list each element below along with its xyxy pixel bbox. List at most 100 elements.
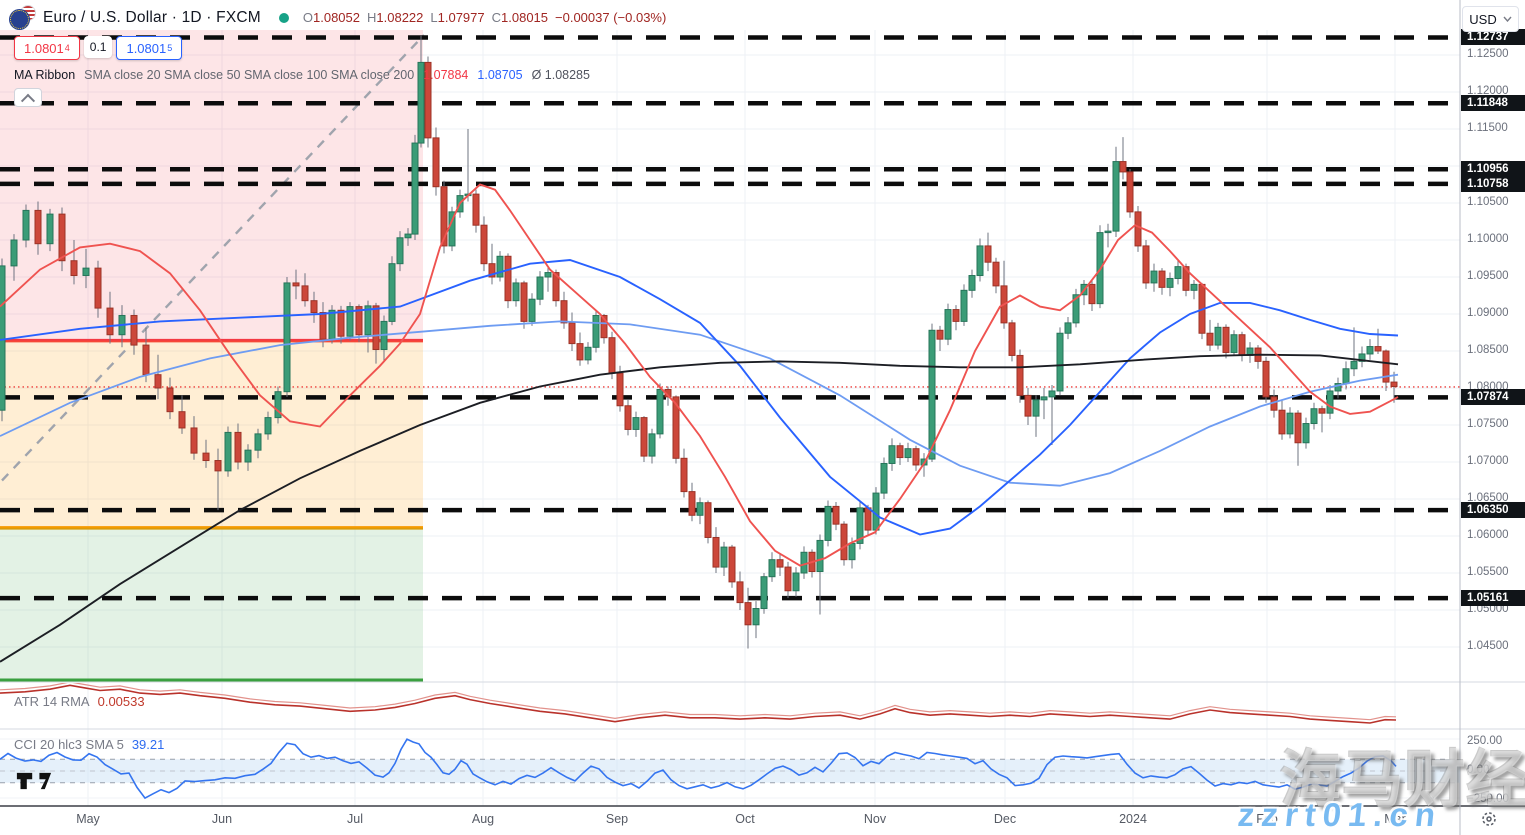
cci-tick-label: 250.00 xyxy=(1467,734,1503,747)
candle-body xyxy=(616,372,624,407)
candle-body xyxy=(584,346,592,361)
price-level-badge: 1.12737 xyxy=(1461,29,1525,46)
candle-body xyxy=(816,539,824,573)
candle-body xyxy=(480,224,488,265)
candle-body xyxy=(1206,332,1214,346)
time-axis-month-label[interactable]: Oct xyxy=(735,812,755,826)
atr-line xyxy=(0,684,1397,724)
indicator-average: Ø 1.08285 xyxy=(531,68,590,82)
sell-button[interactable]: 1.0801 4 xyxy=(14,36,80,60)
time-axis-month-label[interactable]: Jul xyxy=(347,812,363,826)
candle-body xyxy=(968,275,976,291)
candle-body xyxy=(760,576,768,610)
tradingview-logo-icon[interactable] xyxy=(16,772,52,795)
time-axis-month-label[interactable]: Aug xyxy=(471,812,495,826)
candle-body xyxy=(960,289,968,322)
candle-body xyxy=(624,405,632,430)
buy-pip: 5 xyxy=(167,43,173,53)
indicator-value-1: 1.07884 xyxy=(423,68,469,82)
time-axis-month-label[interactable]: Nov xyxy=(863,812,887,826)
symbol-title[interactable]: Euro / U.S. Dollar · 1D · FXCM xyxy=(43,8,261,26)
low-value: 1.07977 xyxy=(437,10,485,25)
zones xyxy=(0,30,423,682)
currency-dropdown[interactable]: USD xyxy=(1462,6,1519,32)
collapse-pane-button[interactable] xyxy=(14,88,42,108)
candle-body xyxy=(944,309,952,340)
candle-body xyxy=(1104,230,1112,234)
candle-body xyxy=(214,460,222,472)
candle-body xyxy=(776,559,784,568)
candle-body xyxy=(106,307,114,336)
candle-body xyxy=(672,396,680,459)
candle-body xyxy=(424,61,432,139)
ma-ribbon-legend[interactable]: MA Ribbon SMA close 20 SMA close 50 SMA … xyxy=(14,68,590,82)
candle-body xyxy=(840,523,848,561)
candle-body xyxy=(224,431,232,472)
cci-panel xyxy=(0,738,1460,800)
candle-body xyxy=(1174,266,1182,279)
candle-body xyxy=(1072,294,1080,324)
candle-body xyxy=(800,551,808,574)
eurusd-flag-icon xyxy=(10,6,35,29)
indicator-params: SMA close 20 SMA close 50 SMA close 100 … xyxy=(84,68,415,82)
eu-flag-icon xyxy=(10,10,29,29)
trendline[interactable] xyxy=(1,34,425,482)
price-level-badge: 1.05161 xyxy=(1461,590,1525,607)
atr-legend[interactable]: ATR 14 RMA 0.00533 xyxy=(14,694,145,709)
candle-body xyxy=(704,502,712,538)
cci-tick-label: −250.00 xyxy=(1467,793,1509,806)
candle-body xyxy=(632,417,640,430)
candle-body xyxy=(264,417,272,435)
candle-body xyxy=(328,309,336,340)
open-label: O xyxy=(302,10,313,25)
price-tick-label: 1.06000 xyxy=(1467,529,1509,541)
candle-body xyxy=(244,449,252,463)
candle-body xyxy=(496,255,504,278)
candle-body xyxy=(1119,161,1127,173)
settings-gear-icon[interactable] xyxy=(1480,810,1498,833)
time-axis-month-label[interactable]: Feb xyxy=(1256,812,1278,826)
candle-body xyxy=(1056,332,1064,392)
level-lines[interactable] xyxy=(0,35,1460,601)
candle-body xyxy=(896,445,904,459)
time-axis-month-label[interactable]: 2024 xyxy=(1119,812,1147,826)
chevron-up-icon xyxy=(20,93,36,108)
candle-body xyxy=(832,505,840,525)
time-axis-month-label[interactable]: May xyxy=(76,812,100,826)
atr-smooth-line xyxy=(0,683,1397,721)
high-value: 1.08222 xyxy=(376,10,424,25)
indicator-value-2: 1.08705 xyxy=(477,68,523,82)
candle-body xyxy=(792,572,800,592)
low-label: L xyxy=(430,10,438,25)
price-tick-label: 1.09000 xyxy=(1467,307,1509,319)
candle-body xyxy=(536,276,544,300)
candle-body xyxy=(346,306,354,337)
candle-body xyxy=(1142,245,1150,284)
candle-body xyxy=(472,193,480,226)
price-tick-label: 1.07000 xyxy=(1467,455,1509,467)
candle-body xyxy=(1358,353,1366,362)
time-axis-month-label[interactable]: Dec xyxy=(993,812,1017,826)
currency-label: USD xyxy=(1469,11,1497,27)
candle-body xyxy=(1222,326,1230,353)
buy-button[interactable]: 1.0801 5 xyxy=(116,36,183,60)
cci-legend[interactable]: CCI 20 hlc3 SMA 5 39.21 xyxy=(14,737,164,752)
candle-body xyxy=(560,300,568,324)
sma100-line xyxy=(0,320,1399,487)
candle-body xyxy=(728,546,736,583)
candle-body xyxy=(1182,266,1190,291)
cci-label: CCI 20 hlc3 SMA 5 xyxy=(14,737,124,752)
time-axis-month-label[interactable]: Mar xyxy=(1384,812,1406,826)
price-tick-label: 1.07500 xyxy=(1467,418,1509,430)
candle-body xyxy=(310,300,318,314)
candle-body xyxy=(396,237,404,265)
atr-value: 0.00533 xyxy=(97,694,145,709)
time-axis-month-label[interactable]: Jun xyxy=(211,812,233,826)
candle-body xyxy=(292,282,300,287)
candle-body xyxy=(364,305,372,336)
indicator-name: MA Ribbon xyxy=(14,68,76,82)
candle-body xyxy=(1366,346,1374,355)
time-axis-month-label[interactable]: Sep xyxy=(605,812,629,826)
candle-body xyxy=(130,314,138,346)
